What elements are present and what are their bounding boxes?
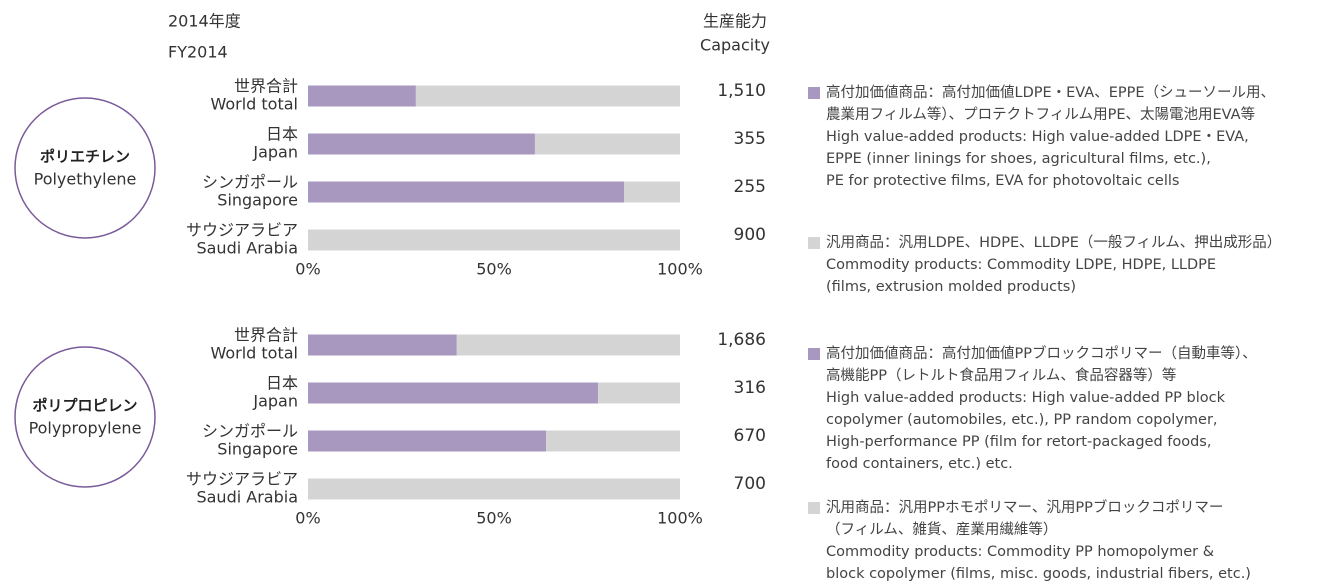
x-tick-label: 50% [476,260,512,279]
legend-line: PE for protective films, EVA for photovo… [826,173,1179,189]
legend-line: copolymer (automobiles, etc.), PP random… [826,412,1218,428]
product-circle [14,97,156,239]
bar-segment [456,334,680,356]
capacity-value: 355 [734,129,766,149]
capacity-en: Capacity [700,36,770,55]
bar-segment [308,430,547,452]
product-circle [14,346,156,488]
category-jp: サウジアラビア [186,470,298,489]
bar-segment [598,382,680,404]
category-jp: 日本 [266,374,298,393]
capacity-value: 900 [734,225,766,245]
x-tick-label: 0% [295,260,320,279]
legend-line: EPPE (inner linings for shoes, agricultu… [826,151,1211,167]
capacity-value: 255 [734,177,766,197]
legend-line: 汎用商品：汎用LDPE、HDPE、LLDPE（一般フィルム、押出成形品） [826,234,1281,251]
legend-line: （フィルム、雑貨、産業用繊維等） [826,520,1057,538]
capacity-jp: 生産能力 [703,12,767,31]
legend-line: High value-added products: High value-ad… [826,390,1226,406]
capacity-value: 700 [734,474,766,494]
bar-segment [308,229,680,251]
bar-segment [308,334,457,356]
bar-segment [308,85,416,107]
legend-line: 高付加価値商品：高付加価値LDPE・EVA、EPPE（シューソール用、 [826,84,1275,101]
capacity-value: 670 [734,426,766,446]
category-en: Saudi Arabia [196,488,298,507]
legend-swatch [808,348,820,360]
bar-segment [534,133,680,155]
category-en: Saudi Arabia [196,239,298,258]
bar-segment [308,181,625,203]
legend-line: food containers, etc.) etc. [826,456,1013,472]
product-en: Polypropylene [29,419,142,438]
legend-line: 高機能PP（レトルト食品用フィルム、食品容器等）等 [826,366,1176,384]
legend-line: block copolymer (films, misc. goods, ind… [826,566,1251,582]
category-jp: 日本 [266,125,298,144]
bar-segment [546,430,680,452]
capacity-value: 316 [734,378,766,398]
category-jp: 世界合計 [234,77,298,96]
legend-line: 高付加価値商品：高付加価値PPブロックコポリマー（自動車等）、 [826,344,1257,362]
category-jp: サウジアラビア [186,221,298,240]
legend-line: (films, extrusion molded products) [826,279,1076,295]
capacity-value: 1,686 [717,330,766,350]
bar-segment [308,133,535,155]
product-jp: ポリプロピレン [32,397,137,415]
x-tick-label: 100% [657,509,703,528]
legend-swatch [808,502,820,514]
category-jp: 世界合計 [234,326,298,345]
product-jp: ポリエチレン [40,148,130,166]
capacity-value: 1,510 [717,81,766,101]
x-tick-label: 50% [476,509,512,528]
category-en: Japan [252,143,298,162]
bar-segment [415,85,680,107]
legend-line: Commodity products: Commodity PP homopol… [826,544,1214,560]
legend-swatch [808,237,820,249]
bar-segment [308,478,680,500]
bar-segment [308,382,599,404]
x-tick-label: 100% [657,260,703,279]
legend-line: High value-added products: High value-ad… [826,129,1249,145]
legend-line: 農業用フィルム等）、プロテクトフィルム用PE、太陽電池用EVA等 [826,105,1255,123]
category-en: Japan [252,392,298,411]
year-jp: 2014年度 [168,12,241,31]
x-tick-label: 0% [295,509,320,528]
legend-line: Commodity products: Commodity LDPE, HDPE… [826,257,1216,273]
legend-swatch [808,87,820,99]
category-en: Singapore [217,440,298,459]
category-en: World total [210,344,298,363]
bar-segment [624,181,680,203]
category-en: Singapore [217,191,298,210]
category-jp: シンガポール [202,422,298,441]
category-jp: シンガポール [202,173,298,192]
year-en: FY2014 [168,43,228,62]
category-en: World total [210,95,298,114]
legend-line: 汎用商品：汎用PPホモポリマー、汎用PPブロックコポリマー [826,498,1223,516]
product-en: Polyethylene [34,170,137,189]
legend-line: High-performance PP (film for retort-pac… [826,434,1211,450]
